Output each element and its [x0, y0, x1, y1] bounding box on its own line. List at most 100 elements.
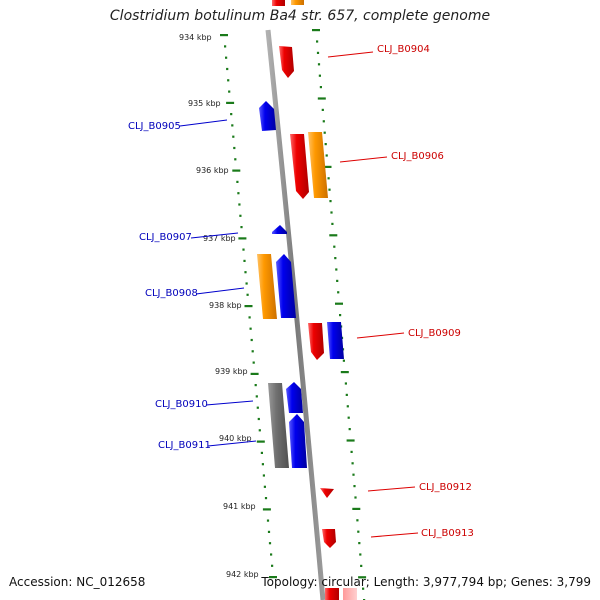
tick-tracks	[220, 29, 367, 600]
genome-backbone	[265, 29, 326, 600]
track-tick	[226, 67, 229, 71]
track-tick	[249, 327, 252, 330]
track-tick	[354, 496, 357, 499]
gene-labels: CLJ_B0904 CLJ_B0905 CLJ_B0906 CLJ_B0907 …	[128, 44, 474, 539]
track-tick	[244, 305, 253, 308]
gene-label-clj-b0910[interactable]: CLJ_B0910	[155, 399, 208, 410]
track-tick	[335, 302, 343, 305]
track-tick	[220, 34, 228, 37]
gene-label-clj-b0909[interactable]: CLJ_B0909	[408, 328, 461, 339]
track-tick	[345, 393, 348, 396]
track-tick	[233, 146, 236, 150]
track-tick	[242, 248, 245, 251]
tick-labels: 934 kbp 935 kbp 936 kbp 937 kbp 938 kbp …	[179, 33, 259, 579]
track-tick	[344, 382, 347, 385]
tick-label: 935 kbp	[188, 99, 221, 108]
track-tick	[263, 485, 266, 488]
track-tick	[347, 416, 350, 419]
gene-label-clj-b0912[interactable]: CLJ_B0912	[419, 482, 472, 493]
leader-line-clj-b0913	[370, 532, 419, 538]
track-tick	[246, 293, 249, 296]
gene-label-clj-b0906[interactable]: CLJ_B0906	[391, 151, 444, 162]
track-tick	[258, 429, 261, 432]
track-tick	[267, 530, 271, 533]
track-tick	[342, 359, 345, 362]
track-tick	[227, 79, 230, 82]
gene-label-clj-b0905[interactable]: CLJ_B0905	[128, 121, 181, 132]
track-tick	[264, 497, 268, 500]
gene-arrow-clj-b0904	[279, 46, 294, 78]
track-tick	[232, 169, 241, 172]
track-tick	[329, 234, 338, 237]
track-tick	[358, 576, 367, 579]
track-tick	[337, 291, 340, 294]
track-tick	[244, 271, 247, 274]
track-tick	[357, 530, 360, 533]
track-tick	[317, 97, 326, 100]
track-tick	[250, 372, 259, 375]
track-tick	[245, 282, 248, 285]
partial-gene-bottom-pink	[343, 588, 357, 600]
tick-label: 936 kbp	[196, 166, 229, 175]
gene-label-clj-b0908[interactable]: CLJ_B0908	[145, 288, 198, 299]
track-tick	[325, 154, 328, 157]
label-leader-lines	[179, 51, 419, 538]
track-tick	[328, 188, 331, 191]
track-tick	[254, 384, 257, 387]
leader-line-clj-b0912	[367, 486, 416, 492]
track-tick	[256, 406, 259, 409]
track-tick	[318, 74, 321, 77]
track-tick	[262, 474, 265, 477]
gene-label-clj-b0907[interactable]: CLJ_B0907	[139, 232, 192, 243]
track-tick	[234, 158, 237, 161]
track-tick	[336, 279, 339, 282]
accession-text: Accession: NC_012658	[9, 575, 146, 589]
track-tick	[270, 553, 273, 556]
track-tick	[324, 143, 327, 146]
track-tick	[331, 222, 334, 225]
track-tick	[257, 417, 260, 421]
track-tick	[236, 180, 239, 183]
track-tick	[256, 440, 265, 443]
gene-block-orange-0908	[257, 254, 277, 319]
gene-arrow-clj-b0909-red	[308, 323, 324, 360]
track-tick	[334, 257, 337, 260]
leader-line-clj-b0909	[356, 332, 405, 339]
tick-label: 940 kbp	[219, 434, 252, 443]
leader-line-clj-b0905	[179, 119, 228, 127]
leader-line-clj-b0906	[339, 156, 388, 163]
tick-label: 939 kbp	[215, 367, 248, 376]
gene-arrow-clj-b0906-red	[290, 134, 309, 199]
track-tick	[319, 86, 322, 89]
track-tick	[333, 245, 336, 248]
topology-text: Topology: circular; Length: 3,977,794 bp…	[261, 575, 591, 589]
partial-gene-top-orange	[291, 0, 304, 5]
track-tick	[317, 63, 321, 66]
track-tick	[351, 462, 354, 465]
track-tick	[312, 29, 320, 32]
gene-label-clj-b0904[interactable]: CLJ_B0904	[377, 44, 430, 55]
track-tick	[250, 338, 253, 342]
gene-arrow-clj-b0908	[276, 254, 296, 318]
track-tick	[316, 40, 319, 43]
track-tick	[359, 553, 362, 556]
track-tick	[335, 268, 338, 271]
track-tick	[237, 192, 240, 195]
track-tick	[358, 542, 361, 545]
track-tick	[240, 226, 243, 229]
gene-label-clj-b0913[interactable]: CLJ_B0913	[421, 528, 474, 539]
track-tick	[323, 131, 326, 134]
track-tick	[255, 395, 258, 398]
track-tick	[226, 101, 235, 104]
track-tick	[252, 361, 255, 364]
leader-line-clj-b0910	[205, 400, 254, 406]
gene-label-clj-b0911[interactable]: CLJ_B0911	[158, 440, 211, 451]
track-tick	[230, 113, 233, 116]
track-tick	[340, 371, 349, 374]
partial-gene-top-red	[272, 0, 285, 6]
track-tick	[266, 519, 270, 522]
track-tick	[248, 316, 251, 319]
gene-arrow-clj-b0912	[320, 488, 334, 498]
